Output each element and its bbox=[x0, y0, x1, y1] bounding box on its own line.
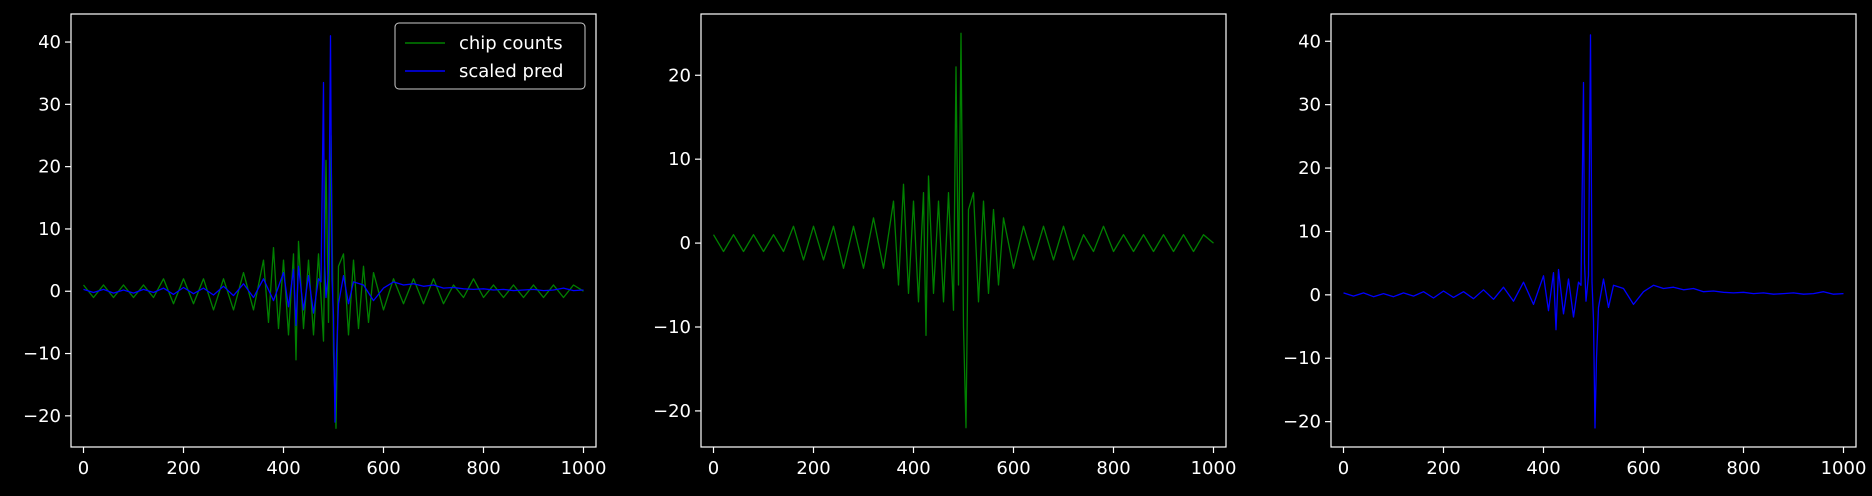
series-line-chip-counts bbox=[82, 134, 584, 429]
x-tick-label: 1000 bbox=[561, 458, 607, 479]
x-tick-label: 600 bbox=[996, 458, 1030, 479]
chart-panel-2: 0 200 400 600 800 1000 −20 −10 0 10 20 bbox=[653, 13, 1237, 479]
series-line-scaled-pred bbox=[83, 35, 584, 423]
x-tick-label: 400 bbox=[896, 458, 930, 479]
legend-label: scaled pred bbox=[459, 61, 563, 82]
legend: chip counts scaled pred bbox=[394, 22, 586, 90]
legend-label: chip counts bbox=[459, 33, 563, 54]
y-tick-label: 0 bbox=[50, 281, 61, 302]
y-tick-label: −20 bbox=[653, 401, 691, 422]
x-tick-label: 1000 bbox=[1191, 458, 1237, 479]
y-tick-label: 0 bbox=[1310, 285, 1321, 306]
y-tick-label: −10 bbox=[653, 317, 691, 338]
x-tick-label: 200 bbox=[1426, 458, 1460, 479]
y-tick-label: 20 bbox=[1298, 158, 1321, 179]
y-tick-label: 30 bbox=[1298, 95, 1321, 116]
y-tick-label: 20 bbox=[668, 65, 691, 86]
y-tick-label: −20 bbox=[23, 406, 61, 427]
x-tick-label: 600 bbox=[1626, 458, 1660, 479]
x-tick-label: 0 bbox=[78, 458, 89, 479]
chart-panel-1: 0 200 400 600 800 1000 −20 −10 0 10 20 30 40 chip cou… bbox=[23, 13, 607, 479]
x-tick-label: 400 bbox=[1526, 458, 1560, 479]
x-tick-label: 0 bbox=[708, 458, 719, 479]
y-tick-label: −10 bbox=[1283, 348, 1321, 369]
chart-panel-3: 0 200 400 600 800 1000 −20 −10 0 10 20 30 40 bbox=[1283, 13, 1867, 479]
y-tick-label: 10 bbox=[38, 219, 61, 240]
y-tick-label: 10 bbox=[668, 149, 691, 170]
x-tick-label: 800 bbox=[466, 458, 500, 479]
x-tick-label: 800 bbox=[1726, 458, 1760, 479]
x-tick-label: 0 bbox=[1338, 458, 1349, 479]
y-tick-label: 10 bbox=[1298, 221, 1321, 242]
x-tick-label: 200 bbox=[796, 458, 830, 479]
x-tick-label: 800 bbox=[1096, 458, 1130, 479]
series-line-series-1 bbox=[1343, 34, 1844, 429]
y-tick-label: −10 bbox=[23, 344, 61, 365]
y-tick-label: 40 bbox=[38, 32, 61, 53]
y-tick-label: 0 bbox=[680, 233, 691, 254]
y-tick-label: 20 bbox=[38, 157, 61, 178]
x-tick-label: 400 bbox=[266, 458, 300, 479]
x-tick-label: 600 bbox=[366, 458, 400, 479]
legend-box bbox=[394, 22, 586, 90]
axes-frame bbox=[70, 13, 597, 448]
y-tick-label: −20 bbox=[1283, 412, 1321, 433]
axes-frame bbox=[1330, 13, 1857, 448]
x-tick-label: 1000 bbox=[1821, 458, 1867, 479]
series-line-series-1 bbox=[712, 32, 1214, 429]
axes-frame bbox=[700, 13, 1227, 448]
y-tick-label: 40 bbox=[1298, 31, 1321, 52]
x-tick-label: 200 bbox=[166, 458, 200, 479]
y-tick-label: 30 bbox=[38, 94, 61, 115]
